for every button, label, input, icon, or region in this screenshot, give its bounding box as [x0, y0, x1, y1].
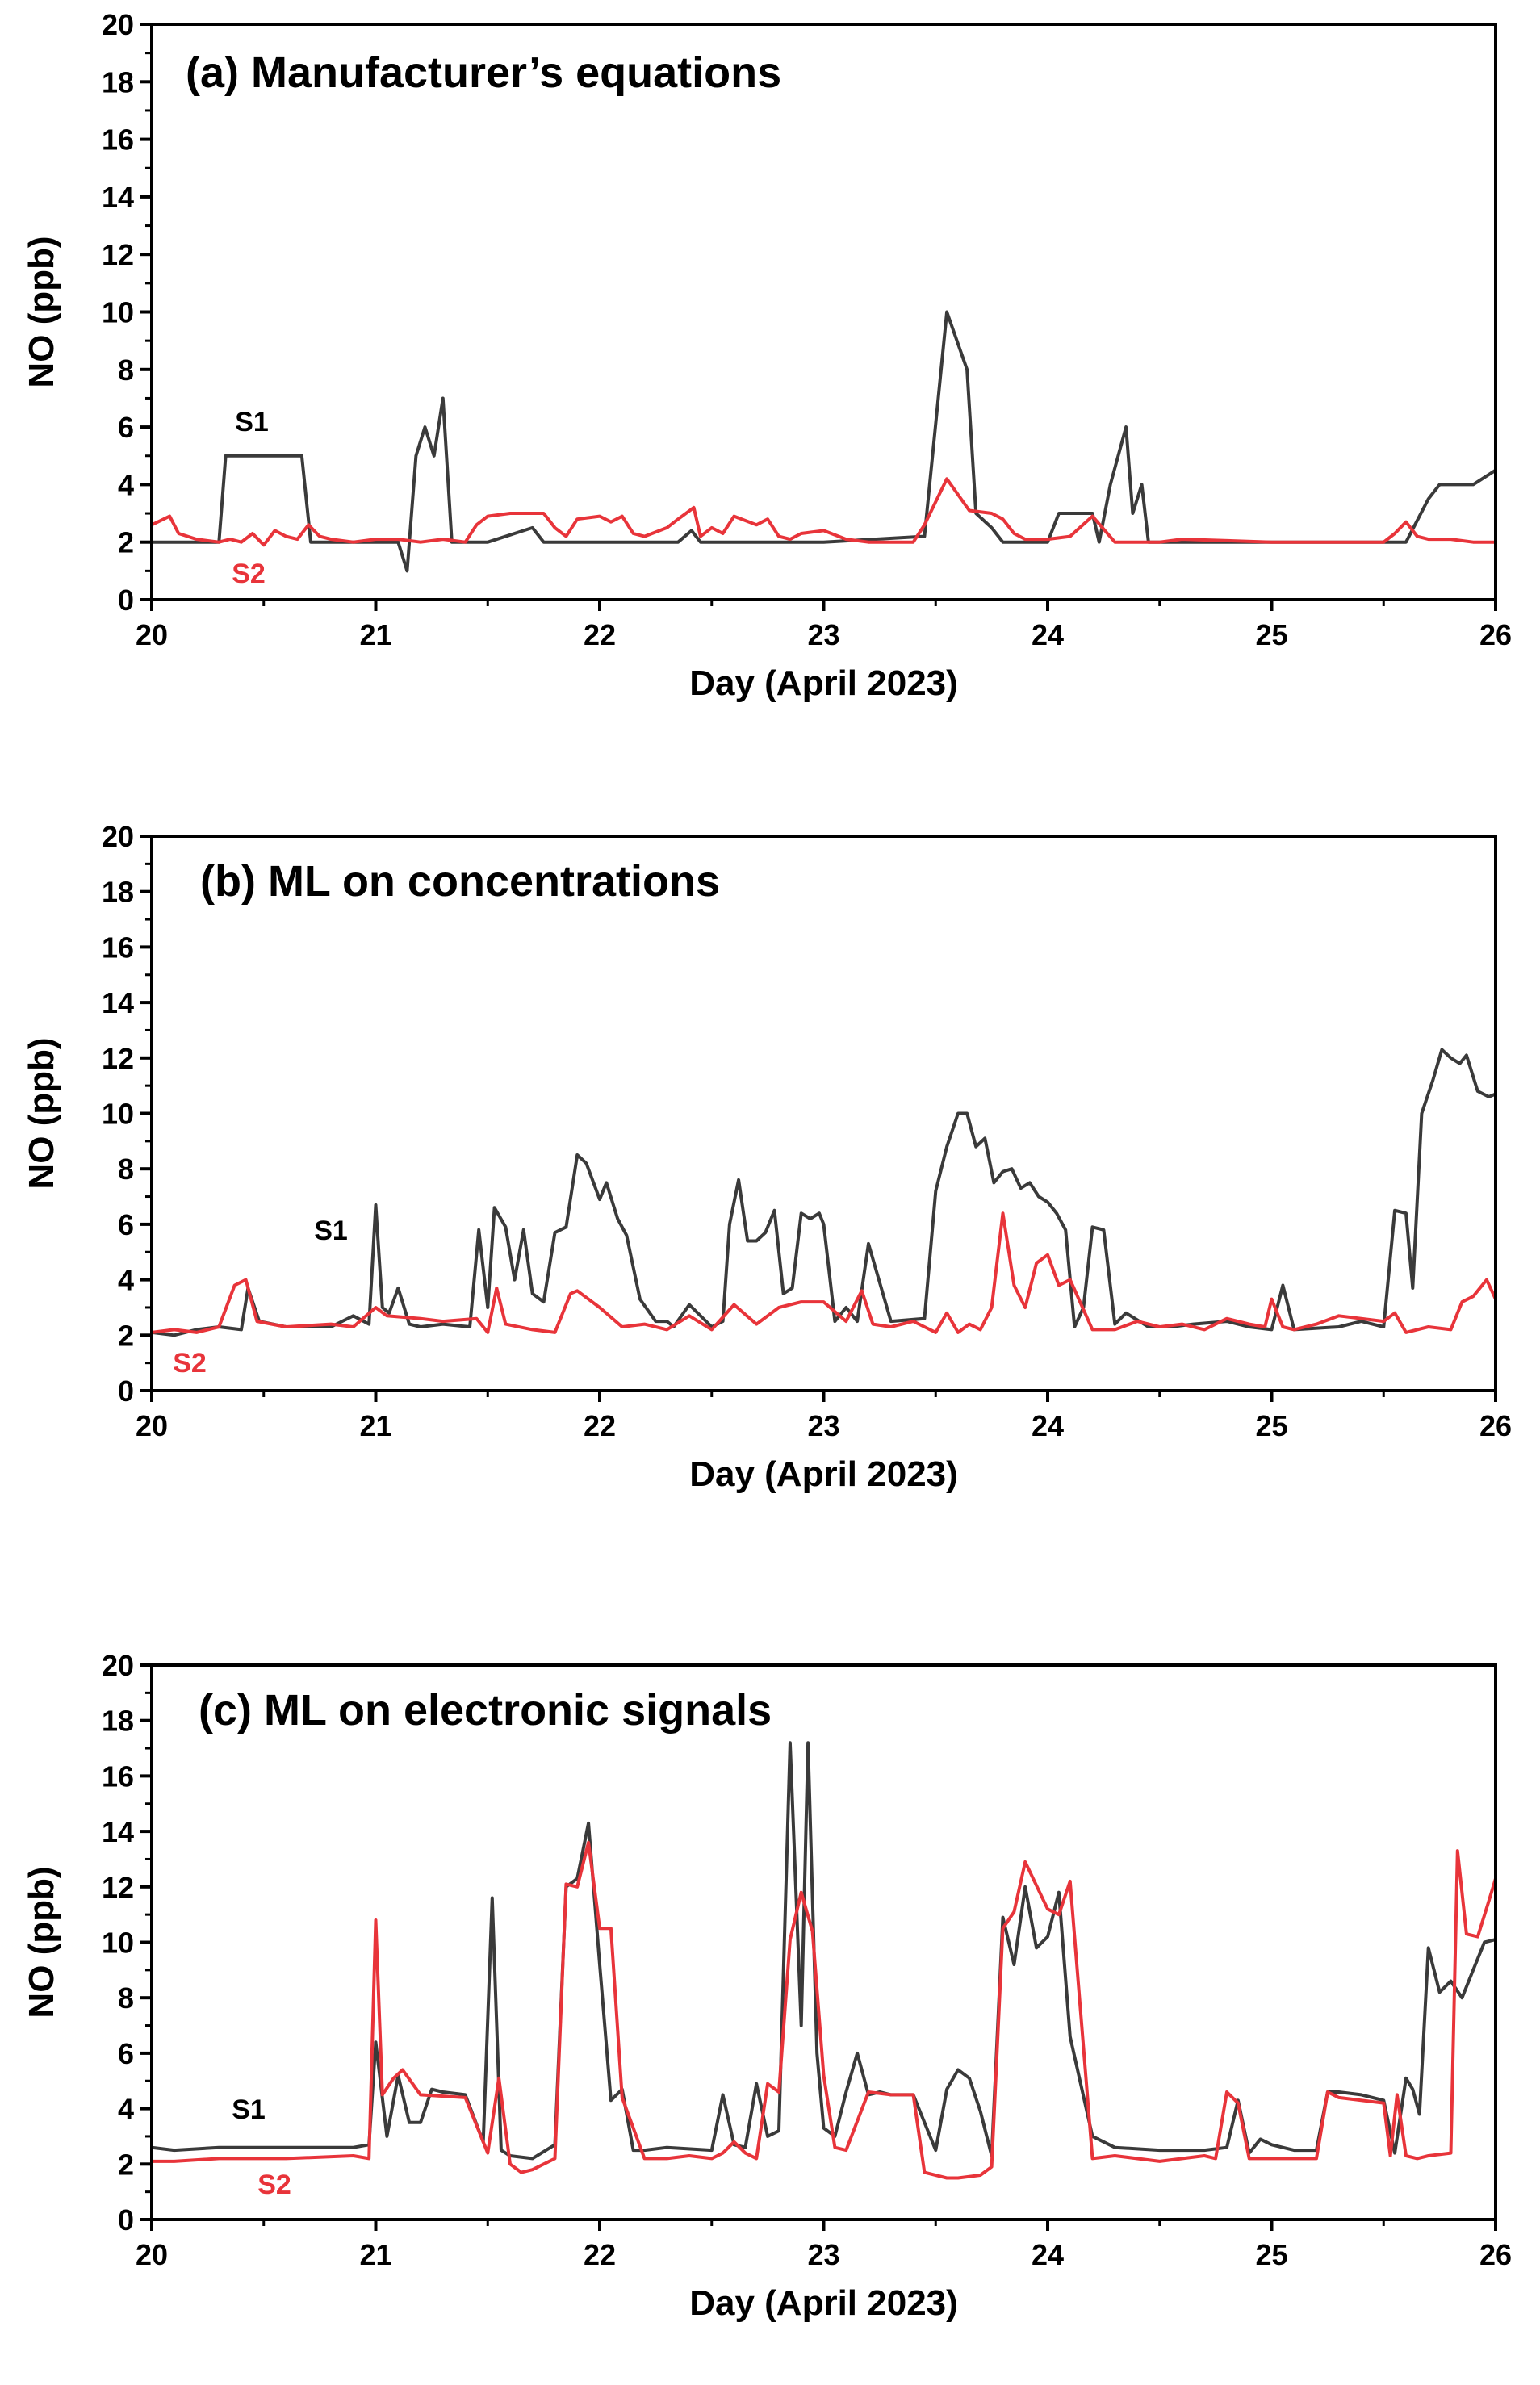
panel-title: (b) ML on concentrations	[200, 857, 720, 906]
panel-title: (c) ML on electronic signals	[199, 1686, 772, 1734]
y-tick-label: 20	[102, 8, 134, 41]
x-tick-label: 20	[136, 1409, 168, 1442]
y-tick-label: 18	[102, 876, 134, 909]
y-tick-label: 2	[118, 2148, 134, 2181]
x-tick-label: 22	[584, 2238, 616, 2271]
series-line-s1	[152, 1741, 1496, 2161]
x-tick-label: 26	[1479, 618, 1512, 651]
y-tick-label: 4	[118, 468, 134, 501]
y-tick-label: 12	[102, 1042, 134, 1075]
series-label-s2: S2	[232, 559, 266, 589]
y-tick-label: 18	[102, 1705, 134, 1738]
y-tick-label: 0	[118, 2203, 134, 2236]
y-tick-label: 8	[118, 354, 134, 387]
y-tick-label: 14	[102, 986, 134, 1019]
y-tick-label: 2	[118, 526, 134, 559]
x-tick-label: 25	[1255, 618, 1287, 651]
y-axis-label: NO (ppb)	[22, 1866, 61, 2018]
y-tick-label: 8	[118, 1981, 134, 2015]
x-axis-label: Day (April 2023)	[689, 2283, 958, 2323]
plot-frame	[150, 23, 1497, 601]
y-tick-label: 4	[118, 1264, 134, 1297]
x-tick-label: 26	[1479, 1409, 1512, 1442]
series-label-s1: S1	[232, 2094, 266, 2125]
y-axis-label: NO (ppb)	[22, 1037, 61, 1189]
x-tick-label: 21	[359, 2238, 391, 2271]
x-axis-label: Day (April 2023)	[689, 663, 958, 703]
series-label-s2: S2	[257, 2170, 291, 2200]
series-line-s1	[152, 1048, 1496, 1337]
x-tick-label: 23	[807, 1409, 839, 1442]
y-tick-label: 10	[102, 1927, 134, 1960]
y-tick-label: 20	[102, 820, 134, 853]
y-tick-label: 6	[118, 411, 134, 444]
series-label-s1: S1	[235, 407, 269, 437]
y-tick-label: 18	[102, 65, 134, 98]
series-line-s1	[152, 310, 1496, 573]
plot-frame	[150, 1663, 1497, 2221]
x-tick-label: 25	[1255, 1409, 1287, 1442]
x-tick-label: 20	[136, 2238, 168, 2271]
y-axis-label: NO (ppb)	[22, 236, 61, 387]
x-tick-label: 25	[1255, 2238, 1287, 2271]
x-tick-label: 24	[1032, 2238, 1064, 2271]
x-axis-label: Day (April 2023)	[689, 1454, 958, 1494]
series-label-s1: S1	[314, 1216, 348, 1246]
x-tick-label: 24	[1032, 618, 1064, 651]
y-tick-label: 14	[102, 181, 134, 214]
y-tick-label: 6	[118, 2037, 134, 2070]
x-tick-label: 22	[584, 618, 616, 651]
y-tick-label: 16	[102, 1759, 134, 1793]
x-tick-label: 26	[1479, 2238, 1512, 2271]
plot-frame	[150, 835, 1497, 1392]
y-tick-label: 10	[102, 1098, 134, 1131]
y-tick-label: 0	[118, 1375, 134, 1408]
y-tick-label: 12	[102, 1871, 134, 1904]
y-tick-label: 10	[102, 296, 134, 329]
y-tick-label: 8	[118, 1153, 134, 1186]
y-tick-label: 16	[102, 931, 134, 964]
x-tick-label: 24	[1032, 1409, 1064, 1442]
y-tick-label: 6	[118, 1208, 134, 1241]
series-line-s2	[152, 477, 1496, 547]
panel-title: (a) Manufacturer’s equations	[186, 48, 781, 97]
x-tick-label: 21	[359, 1409, 391, 1442]
x-tick-label: 23	[807, 618, 839, 651]
x-tick-label: 23	[807, 2238, 839, 2271]
y-tick-label: 16	[102, 123, 134, 157]
y-tick-label: 2	[118, 1319, 134, 1352]
y-tick-label: 0	[118, 584, 134, 617]
x-tick-label: 22	[584, 1409, 616, 1442]
series-line-s2	[152, 1840, 1496, 2180]
x-tick-label: 21	[359, 618, 391, 651]
y-tick-label: 20	[102, 1649, 134, 1682]
series-line-s2	[152, 1211, 1496, 1334]
y-tick-label: 14	[102, 1815, 134, 1848]
y-tick-label: 4	[118, 2093, 134, 2126]
y-tick-label: 12	[102, 238, 134, 271]
x-tick-label: 20	[136, 618, 168, 651]
series-label-s2: S2	[173, 1348, 207, 1379]
